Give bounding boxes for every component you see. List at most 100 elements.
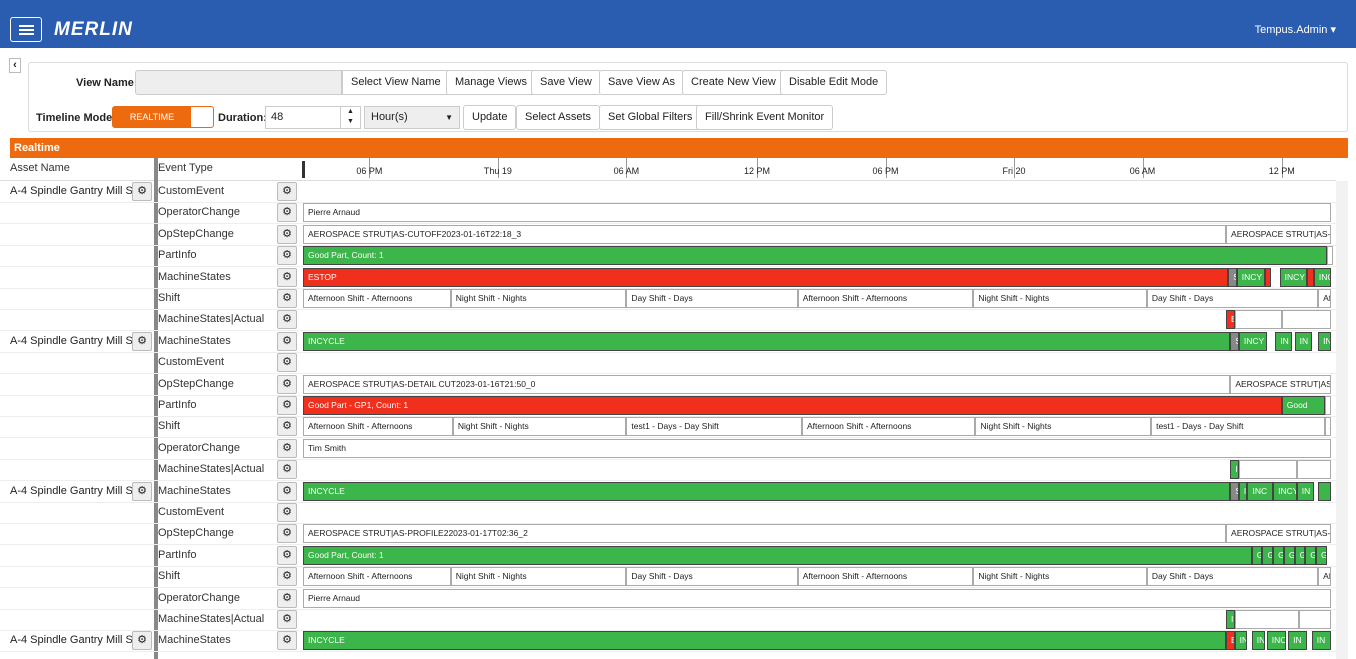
asset-name: A-4 Spindle Gantry Mill S3 (10, 634, 139, 647)
tick-mark (626, 158, 628, 178)
timeline-row: A-4 Spindle Gantry Mill S4 ⚙ MachineStates… (0, 481, 1356, 503)
event-settings[interactable]: ⚙ (277, 545, 297, 565)
unit-select[interactable]: Hour(s) ▼ (364, 106, 460, 129)
axis-start (302, 161, 305, 178)
event-segment: INCY (1236, 267, 1265, 287)
asset-settings[interactable]: ⚙ (132, 631, 152, 651)
button[interactable]: Select Assets (516, 105, 601, 130)
event-segment: Day Shift - Days (626, 289, 798, 308)
event-settings[interactable]: ⚙ (277, 481, 297, 501)
button[interactable]: Save View (531, 70, 601, 95)
button[interactable]: Create New View (682, 70, 785, 95)
event-settings[interactable]: ⚙ (277, 503, 297, 522)
duration-value: 48 (271, 111, 284, 123)
event-settings[interactable]: ⚙ (277, 374, 297, 394)
event-settings[interactable]: ⚙ (277, 460, 297, 480)
event-segment: ESTOP (303, 267, 1229, 287)
event-segment (1264, 267, 1272, 287)
button[interactable]: Fill/Shrink Event Monitor (696, 105, 834, 130)
event-settings[interactable]: ⚙ (277, 524, 297, 544)
collapse-button[interactable]: ‹ (9, 58, 21, 73)
event-segment: IN (1294, 331, 1312, 351)
timeline-row: MachineStates|Actual ⚙ I (0, 459, 1356, 482)
mode-label: REALTIME (113, 107, 191, 127)
button[interactable]: Set Global Filters (599, 105, 702, 130)
event-segment: S (1228, 267, 1237, 287)
asset-name: A-4 Spindle Gantry Mill S4 (10, 484, 139, 497)
event-settings[interactable]: ⚙ (277, 203, 297, 223)
event-track: INCYCLESINCYINININ (303, 331, 1331, 351)
event-settings[interactable]: ⚙ (277, 246, 297, 266)
button[interactable]: Update (463, 105, 517, 130)
row-rule (0, 458, 1336, 460)
event-settings[interactable]: ⚙ (277, 610, 297, 629)
event-settings[interactable]: ⚙ (277, 182, 297, 201)
row-rule (0, 244, 1336, 246)
event-settings[interactable]: ⚙ (277, 289, 297, 308)
asset-name: A-4 Spindle Gantry Mill S1 (10, 334, 139, 347)
button[interactable]: Manage Views (446, 70, 536, 95)
event-segment: INCYCLE (303, 331, 1231, 351)
timeline-row: PartInfo ⚙ Good Part - GP1, Count: 1GoodF (0, 395, 1356, 417)
event-segment: Afternoon Shift - Afternoons (303, 567, 451, 587)
row-rule (0, 394, 1336, 396)
event-settings[interactable]: ⚙ (277, 588, 297, 608)
event-segment: Afternoon Shift - Afternoons (303, 417, 453, 437)
button[interactable]: Disable Edit Mode (780, 70, 888, 95)
event-segment: AEROSPACE STRUT|AS-CUTOFF2023-01-16T22:1… (303, 224, 1227, 244)
event-segment: INC (1313, 267, 1331, 287)
menu-button[interactable] (10, 17, 42, 42)
tick-mark (497, 158, 499, 178)
event-settings[interactable]: ⚙ (277, 567, 297, 587)
button[interactable]: Save View As (599, 70, 685, 95)
event-settings[interactable]: ⚙ (277, 267, 297, 287)
timeline-row: CustomEvent ⚙ (0, 352, 1356, 375)
tick-mark (1281, 158, 1283, 178)
tick-label: 06 AM (613, 166, 640, 176)
asset-settings[interactable]: ⚙ (132, 331, 152, 351)
event-segment: Night Shift - Nights (450, 567, 627, 587)
user-menu[interactable]: Tempus.Admin ▾ (1254, 24, 1336, 36)
event-segment (1281, 310, 1331, 330)
asset-settings[interactable]: ⚙ (132, 182, 152, 201)
event-settings[interactable]: ⚙ (277, 353, 297, 373)
event-segment: IN (1318, 331, 1331, 351)
event-track: AEROSPACE STRUT|AS-PROFILE22023-01-17T02… (303, 524, 1331, 544)
event-segment: AEROSPACE STRUT|AS-DETAIL CUT2023-01-16T… (303, 374, 1231, 394)
event-settings[interactable]: ⚙ (277, 417, 297, 437)
row-rule (0, 523, 1336, 524)
event-segment: IN (1251, 631, 1265, 651)
timeline-row: MachineStates⚙ESTOPSINCYINCYINC (0, 267, 1356, 289)
timeline-row: Shift ⚙ Afternoon Shift - Afternoons Night … (0, 566, 1356, 589)
mode-toggle[interactable]: REALTIME (112, 106, 214, 128)
event-track: Good Part, Count: 1GGGGGGG (303, 545, 1331, 565)
event-segment: Afternoon Shift - Afternoons (797, 289, 974, 308)
timeline-row: OperatorChange ⚙ Pierre Arnaud (0, 588, 1356, 610)
event-settings[interactable]: ⚙ (277, 331, 297, 351)
event-settings[interactable]: ⚙ (277, 631, 297, 651)
tick-label: 12 PM (744, 166, 771, 176)
event-segment: IN (1296, 481, 1314, 501)
event-segment: Good Part - GP1, Count: 1 (303, 396, 1282, 415)
event-segment: INCY (1273, 481, 1297, 501)
scrollbar[interactable] (1336, 181, 1348, 659)
event-track: Pierre Arnaud (303, 203, 1331, 223)
event-track: I (303, 460, 1331, 480)
event-settings[interactable]: ⚙ (277, 438, 297, 458)
event-settings[interactable]: ⚙ (277, 310, 297, 330)
event-track (303, 503, 1331, 522)
button[interactable]: Select View Name (342, 70, 450, 95)
event-type: Shift (158, 570, 181, 583)
event-type: PartInfo (158, 399, 197, 411)
event-segment: Afternoon Shift - Afternoons (797, 567, 974, 587)
event-segment (1298, 610, 1331, 629)
timeline-title: Realtime (10, 138, 1348, 158)
event-settings[interactable]: ⚙ (277, 396, 297, 415)
event-settings[interactable]: ⚙ (277, 224, 297, 244)
timeline-row: PartInfo ⚙ Good Part, Count: 1I (0, 245, 1356, 268)
event-type: CustomEvent (158, 356, 225, 369)
row-rule (0, 330, 1336, 332)
view-name-input[interactable] (135, 70, 342, 95)
duration-input[interactable]: 48 ▲ ▼ (265, 106, 361, 129)
asset-settings[interactable]: ⚙ (132, 481, 152, 501)
